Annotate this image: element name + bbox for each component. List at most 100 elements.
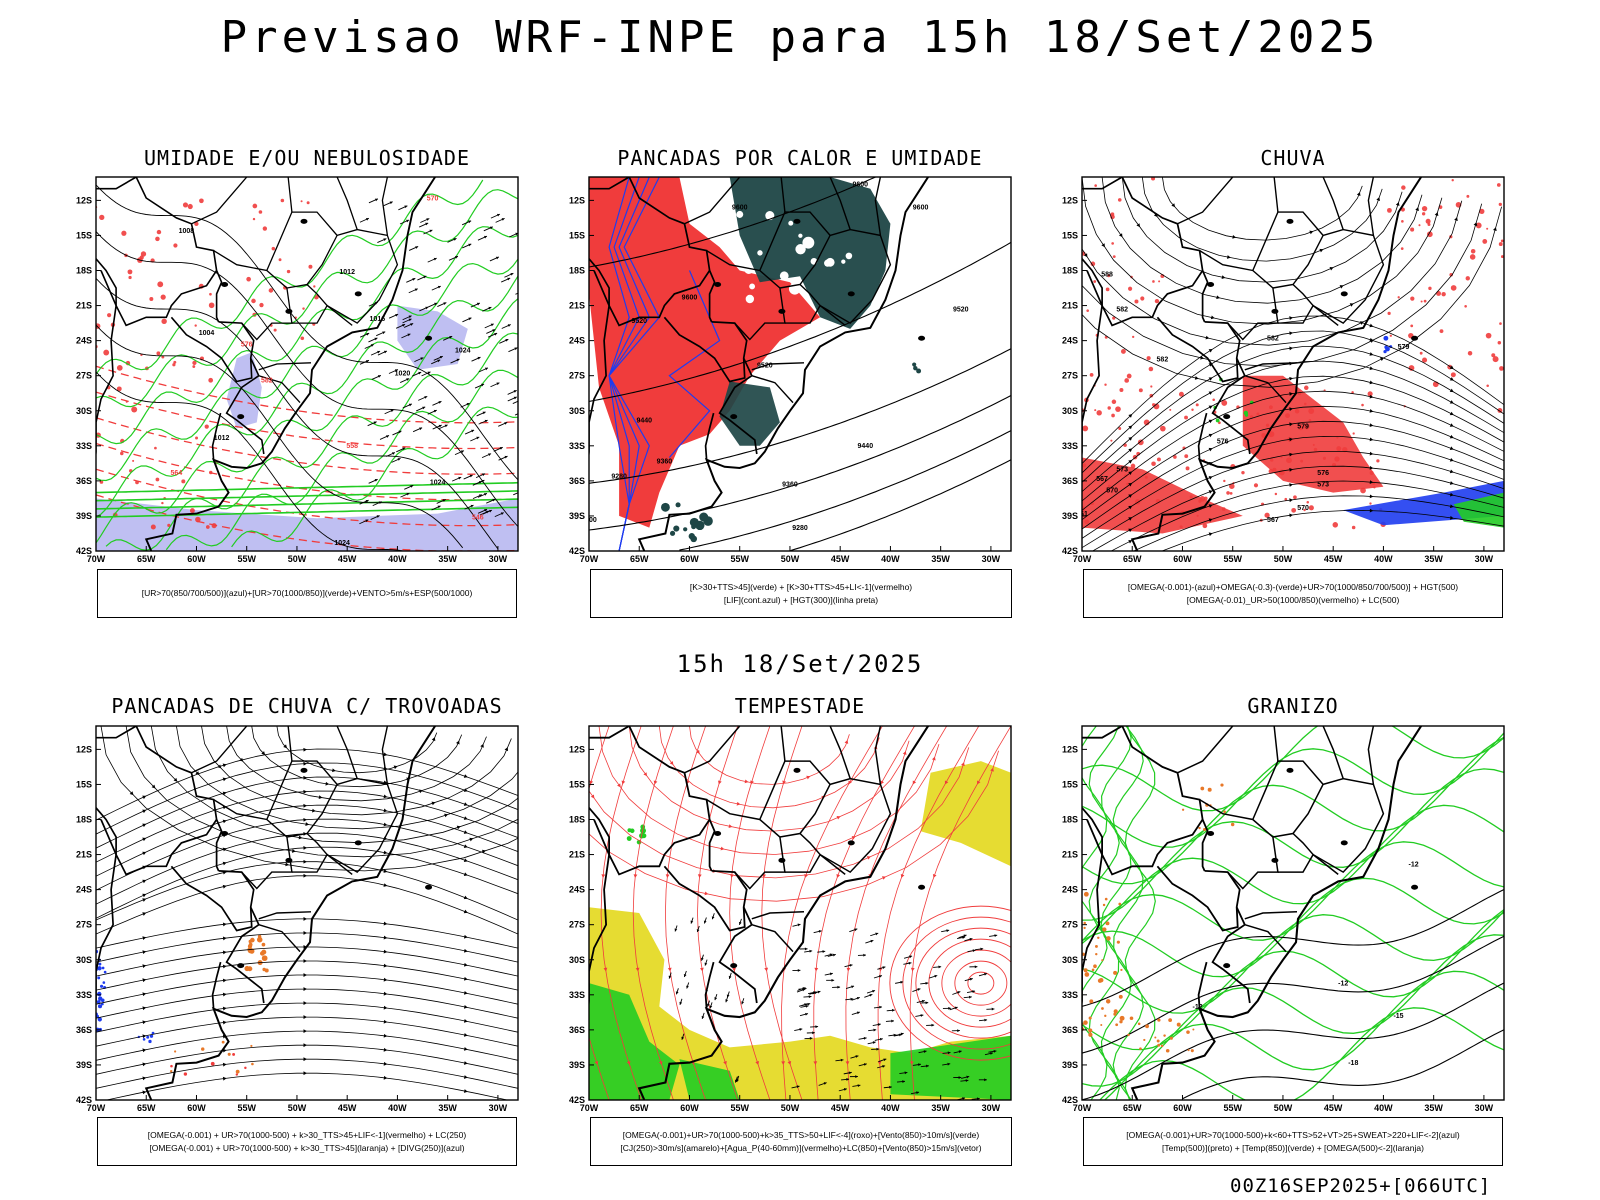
humidity-speckle <box>251 298 256 304</box>
wind-arrowhead <box>832 953 836 957</box>
rain-speckle <box>1304 385 1309 391</box>
wind-arrowhead <box>513 390 517 393</box>
temp850-contour <box>1100 726 1132 1100</box>
lat-label: 21S <box>76 301 92 311</box>
state-border <box>1252 760 1324 838</box>
wind-arrowhead <box>420 357 424 361</box>
rain-speckle <box>1184 454 1189 459</box>
streamline-arrow <box>463 934 468 939</box>
streamline-arrow <box>1289 437 1293 442</box>
streamline-arrow <box>303 973 307 977</box>
temp850-contour <box>1112 726 1144 1100</box>
streamline-arrow <box>787 1061 792 1065</box>
lon-label: 40W <box>881 554 900 564</box>
temp500-contour <box>1082 935 1504 1054</box>
wind-arrowhead <box>365 519 369 523</box>
wind-arrowhead <box>443 302 447 305</box>
streamline <box>96 960 518 991</box>
clear-gap <box>745 294 755 304</box>
omega-orange-speckle <box>1119 1020 1123 1024</box>
streamline <box>909 726 1011 1100</box>
wind-arrowhead <box>481 479 485 483</box>
streamline-arrow <box>1128 471 1133 476</box>
wind-arrowhead <box>883 1058 887 1062</box>
rain-speckle <box>1111 242 1114 245</box>
legend-umidade: [UR>70(850/700/500)](azul)+[UR>70(1000/8… <box>97 569 517 618</box>
streamline <box>104 1072 510 1100</box>
humidity-speckle <box>211 523 217 529</box>
rain-speckle <box>1126 373 1132 379</box>
streamline-arrow <box>303 775 307 780</box>
wind-arrowhead <box>519 399 522 402</box>
streamline-arrow <box>1232 235 1237 239</box>
lat-label: 36S <box>1062 476 1078 486</box>
clear-gap <box>741 262 747 268</box>
temp850-contour <box>1124 726 1156 1100</box>
wind-arrowhead <box>389 201 393 205</box>
lat-label: 27S <box>76 920 92 930</box>
omega-orange-speckle <box>1088 1032 1093 1037</box>
wind-arrowhead <box>879 1037 883 1041</box>
omega-orange-speckle <box>1097 978 1103 983</box>
streamline-arrow <box>463 1018 468 1023</box>
streamline-arrow <box>1379 357 1384 361</box>
country-border <box>1082 270 1103 461</box>
wind-arrowhead <box>483 493 487 496</box>
country-border <box>589 819 611 1010</box>
streamline-arrow <box>1128 436 1133 441</box>
wind-arrowhead <box>468 220 472 224</box>
wind-arrowhead <box>846 1077 850 1081</box>
streamline <box>1082 375 1504 502</box>
wind-arrowhead <box>507 277 511 281</box>
streamline-arrow <box>718 780 722 785</box>
wind-arrowhead <box>414 288 418 292</box>
state-border <box>799 777 892 874</box>
thunder-orange-area <box>250 1044 253 1048</box>
lat-label: 36S <box>1062 1025 1078 1035</box>
instability-green-area <box>690 535 698 543</box>
lon-label: 35W <box>931 554 950 564</box>
thickness-contour <box>96 494 518 551</box>
streamline-arrow <box>222 777 227 782</box>
rain-speckle <box>1107 484 1111 488</box>
state-border <box>266 211 338 289</box>
cyclone-circulation <box>954 960 1008 1006</box>
streamline-arrow <box>569 874 573 878</box>
rain-speckle <box>1115 406 1121 413</box>
streamline-arrow <box>1208 391 1213 395</box>
streamline-arrow <box>1210 315 1215 320</box>
rain-speckle <box>1173 455 1177 459</box>
plot-frame <box>95 176 519 552</box>
wind-arrowhead <box>965 1079 969 1083</box>
wind-arrowhead <box>519 491 522 494</box>
state-border <box>684 177 786 225</box>
wind-arrowhead <box>422 406 426 410</box>
rain-speckle <box>1351 391 1354 394</box>
wind-arrowhead <box>374 479 378 482</box>
rain-red-area <box>1242 375 1384 493</box>
cyclone-circulation <box>889 905 1011 1061</box>
wind850-green-area <box>679 1059 740 1100</box>
lake <box>1223 963 1231 969</box>
wind-arrowhead <box>471 429 475 433</box>
rain-speckle <box>1298 424 1304 431</box>
omega-orange-speckle <box>1091 968 1095 972</box>
streamline-arrow <box>845 1061 850 1065</box>
wind-arrowhead <box>485 510 489 514</box>
streamline <box>96 1002 518 1033</box>
clear-gap <box>795 244 806 255</box>
humidity-speckle <box>125 400 128 403</box>
rain-speckle <box>1470 248 1476 254</box>
streamline-arrow <box>383 935 388 940</box>
wind-arrowhead <box>879 1005 883 1009</box>
contour-label: 582 <box>1116 306 1128 313</box>
streamline-arrow <box>881 876 886 880</box>
wind-arrowhead <box>365 218 369 221</box>
streamline-arrow <box>846 967 851 972</box>
contour-label: 582 <box>261 378 273 385</box>
omega-orange-speckle <box>1118 994 1123 999</box>
wind-arrowhead <box>674 928 678 932</box>
rain-speckle <box>1268 468 1274 474</box>
rain-speckle <box>1152 280 1155 283</box>
humidity-speckle <box>140 251 147 257</box>
